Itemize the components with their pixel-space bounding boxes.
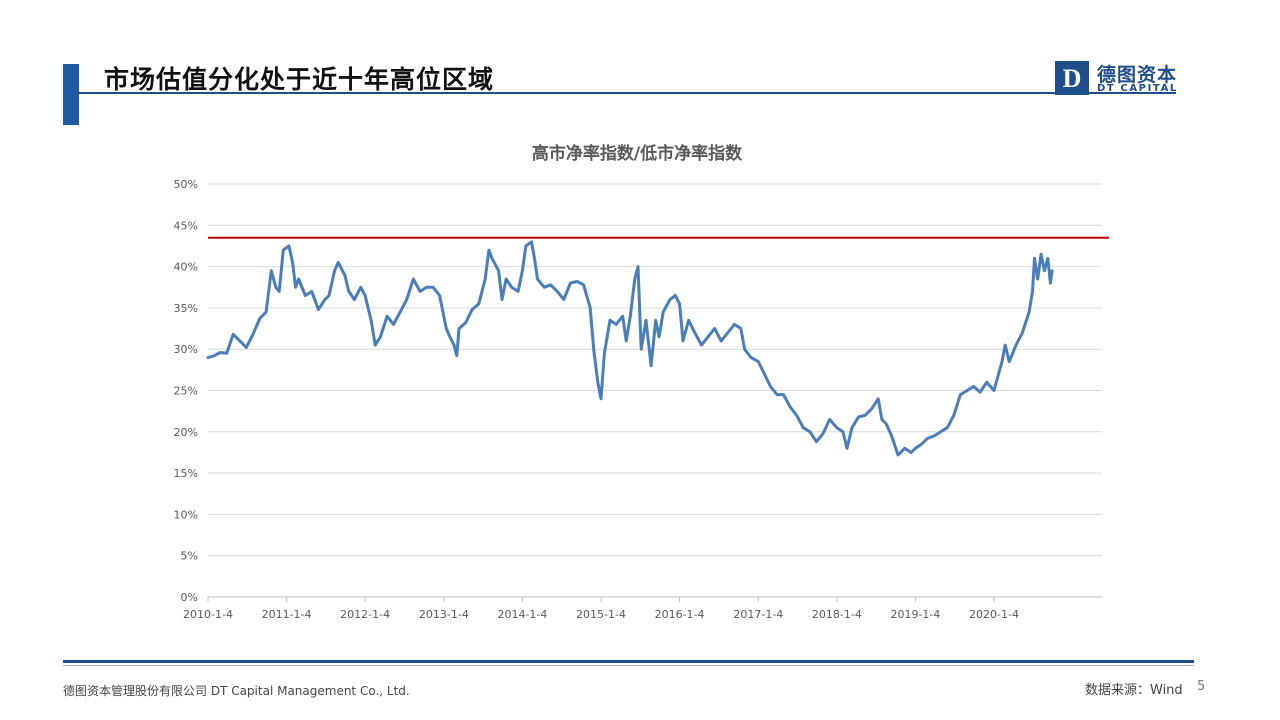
x-tick-label: 2014-1-4 — [497, 608, 547, 621]
x-tick-label: 2011-1-4 — [262, 608, 312, 621]
footer-rule-thick — [63, 660, 1194, 663]
chart-y-axis: 0% 5% 10% 15% 20% 25% 30% 35% 40% 45% 50% — [174, 178, 198, 604]
footer-company-name: 德图资本管理股份有限公司 DT Capital Management Co., … — [63, 684, 410, 698]
chart-title: 高市净率指数/低市净率指数 — [532, 143, 743, 164]
logo-mark-icon: D — [1055, 61, 1089, 95]
logo-english-name: DT CAPITAL — [1097, 83, 1178, 94]
logo-mark-letter: D — [1063, 64, 1082, 93]
y-tick-label: 15% — [174, 467, 198, 480]
x-tick-label: 2016-1-4 — [655, 608, 705, 621]
y-tick-label: 50% — [174, 178, 198, 191]
chart-x-axis: 2010-1-4 2011-1-4 2012-1-4 2013-1-4 2014-1-4… — [183, 596, 1102, 621]
footer-rule-thin — [63, 665, 1194, 666]
x-tick-label: 2015-1-4 — [576, 608, 626, 621]
y-tick-label: 45% — [174, 219, 198, 232]
y-tick-label: 40% — [174, 261, 198, 274]
y-tick-label: 25% — [174, 385, 198, 398]
title-accent-bar — [63, 64, 79, 125]
x-tick-label: 2010-1-4 — [183, 608, 233, 621]
x-tick-label: 2017-1-4 — [733, 608, 783, 621]
series-line — [206, 240, 1054, 457]
y-tick-label: 0% — [181, 591, 198, 604]
y-tick-label: 5% — [181, 550, 198, 563]
chart-series — [206, 240, 1054, 457]
chart-svg: 高市净率指数/低市净率指数 0% 5% 10% 15% 20% 25% 30% 35% 40% 4… — [174, 143, 1109, 621]
y-tick-label: 35% — [174, 302, 198, 315]
page-number: 5 — [1197, 679, 1206, 694]
footer-data-source: 数据来源：Wind — [1085, 683, 1183, 698]
company-logo: D 德图资本 DT CAPITAL — [1055, 60, 1180, 96]
logo-chinese-name: 德图资本 — [1097, 64, 1178, 86]
x-tick-label: 2012-1-4 — [340, 608, 390, 621]
y-tick-label: 30% — [174, 343, 198, 356]
chart-gridlines — [208, 183, 1102, 557]
page-title: 市场估值分化处于近十年高位区域 — [104, 65, 495, 94]
x-tick-label: 2019-1-4 — [890, 608, 940, 621]
y-tick-label: 20% — [174, 426, 198, 439]
x-tick-label: 2018-1-4 — [812, 608, 862, 621]
x-tick-label: 2013-1-4 — [419, 608, 469, 621]
y-tick-label: 10% — [174, 508, 198, 521]
x-tick-label: 2020-1-4 — [969, 608, 1019, 621]
title-underline — [79, 92, 1176, 94]
chart-container: 高市净率指数/低市净率指数 0% 5% 10% 15% 20% 25% 30% 35% 40% 4… — [160, 130, 1120, 630]
